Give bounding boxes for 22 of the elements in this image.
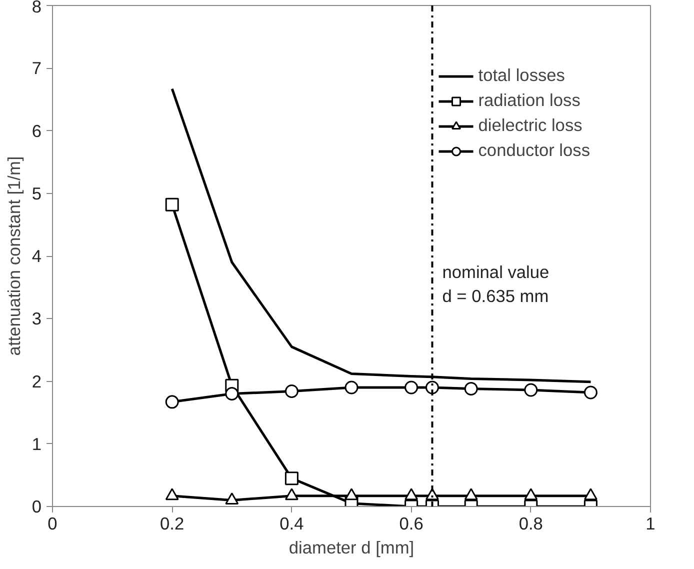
- legend-label: dielectric loss: [478, 115, 582, 136]
- x-tick-label: 0.6: [399, 514, 424, 534]
- y-tick-label: 6: [32, 120, 42, 141]
- y-axis-title: attenuation constant [1/m]: [4, 156, 24, 356]
- x-axis-title: diameter d [mm]: [288, 538, 414, 558]
- y-tick-label: 7: [32, 58, 42, 78]
- x-tick-label: 0.4: [280, 514, 304, 534]
- legend-label: radiation loss: [478, 90, 580, 111]
- x-tick-label: 0.8: [518, 514, 543, 534]
- y-tick-label: 1: [32, 434, 42, 454]
- legend-label: conductor loss: [478, 140, 590, 161]
- legend-label: total losses: [478, 65, 565, 86]
- y-tick-label: 0: [32, 496, 42, 516]
- y-tick-label: 2: [32, 371, 42, 392]
- y-tick-label: 3: [32, 308, 42, 329]
- y-tick-label: 4: [32, 246, 42, 266]
- x-tick-label: 0.2: [160, 514, 184, 534]
- annotation: nominal value d = 0.635 mm: [442, 262, 550, 306]
- x-tick-label: 1: [646, 514, 656, 534]
- y-tick-label: 8: [32, 0, 42, 16]
- y-tick-label: 5: [32, 183, 42, 204]
- x-tick-label: 0: [48, 514, 58, 534]
